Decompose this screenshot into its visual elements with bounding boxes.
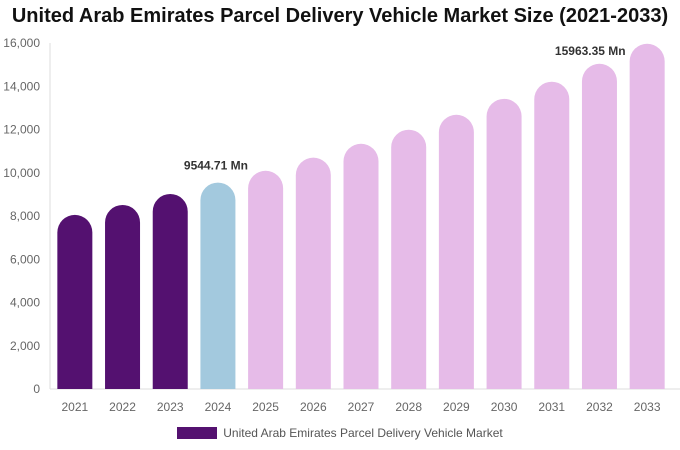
bar-2028[interactable] — [391, 129, 427, 389]
bar-2023[interactable] — [152, 193, 188, 389]
data-label: 9544.71 Mn — [184, 159, 248, 173]
y-tick-label: 0 — [33, 382, 40, 396]
y-tick-label: 6,000 — [10, 252, 40, 266]
y-tick-label: 14,000 — [3, 79, 40, 93]
x-tick-label: 2026 — [300, 400, 327, 414]
bar-2030[interactable] — [486, 98, 522, 389]
y-tick-label: 16,000 — [3, 36, 40, 50]
y-tick-label: 12,000 — [3, 123, 40, 137]
bar-2029[interactable] — [438, 114, 474, 390]
bar-2026[interactable] — [295, 157, 331, 389]
x-tick-label: 2029 — [443, 400, 470, 414]
bar-2021[interactable] — [57, 214, 93, 389]
legend-label[interactable]: United Arab Emirates Parcel Delivery Veh… — [223, 426, 503, 440]
chart-title: United Arab Emirates Parcel Delivery Veh… — [11, 5, 669, 27]
x-tick-label: 2032 — [586, 400, 613, 414]
x-tick-label: 2024 — [205, 400, 232, 414]
x-tick-label: 2025 — [252, 400, 279, 414]
y-tick-label: 8,000 — [10, 209, 40, 223]
data-label: 15963.35 Mn — [555, 44, 626, 58]
x-tick-label: 2022 — [109, 400, 136, 414]
bar-2032[interactable] — [581, 63, 617, 389]
y-tick-label: 4,000 — [10, 296, 40, 310]
x-tick-label: 2027 — [348, 400, 375, 414]
x-tick-label: 2023 — [157, 400, 184, 414]
x-tick-label: 2021 — [61, 400, 88, 414]
x-tick-label: 2030 — [491, 400, 518, 414]
y-tick-label: 2,000 — [10, 339, 40, 353]
bar-2027[interactable] — [343, 143, 379, 389]
y-tick-label: 10,000 — [3, 166, 40, 180]
x-tick-label: 2031 — [538, 400, 565, 414]
bar-2022[interactable] — [105, 204, 141, 389]
x-tick-label: 2028 — [395, 400, 422, 414]
bar-2031[interactable] — [534, 81, 570, 390]
legend-swatch — [177, 427, 218, 439]
bar-2024[interactable] — [200, 182, 236, 389]
bar-2025[interactable] — [248, 170, 284, 389]
legend: United Arab Emirates Parcel Delivery Veh… — [0, 426, 680, 440]
bar-2033[interactable] — [629, 43, 665, 390]
x-tick-label: 2033 — [634, 400, 661, 414]
